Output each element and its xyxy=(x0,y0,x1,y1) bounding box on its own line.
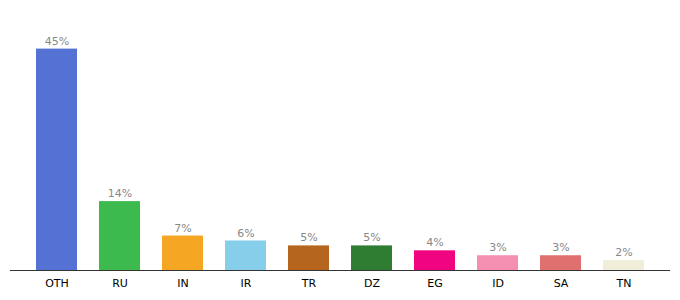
svg-text:3%: 3% xyxy=(552,241,569,254)
svg-text:5%: 5% xyxy=(363,231,380,244)
svg-text:5%: 5% xyxy=(300,231,317,244)
svg-text:EG: EG xyxy=(427,277,442,290)
svg-text:IR: IR xyxy=(241,277,252,290)
svg-text:45%: 45% xyxy=(45,35,69,48)
svg-text:7%: 7% xyxy=(174,222,191,235)
svg-text:2%: 2% xyxy=(615,246,632,259)
svg-text:TN: TN xyxy=(616,277,632,290)
svg-text:IN: IN xyxy=(177,277,188,290)
svg-text:OTH: OTH xyxy=(45,277,69,290)
svg-text:TR: TR xyxy=(301,277,317,290)
svg-text:ID: ID xyxy=(492,277,504,290)
svg-text:4%: 4% xyxy=(426,236,443,249)
svg-text:3%: 3% xyxy=(489,241,506,254)
svg-text:DZ: DZ xyxy=(364,277,380,290)
svg-text:14%: 14% xyxy=(108,187,132,200)
svg-text:6%: 6% xyxy=(237,227,254,240)
svg-text:RU: RU xyxy=(112,277,128,290)
svg-text:SA: SA xyxy=(554,277,569,290)
